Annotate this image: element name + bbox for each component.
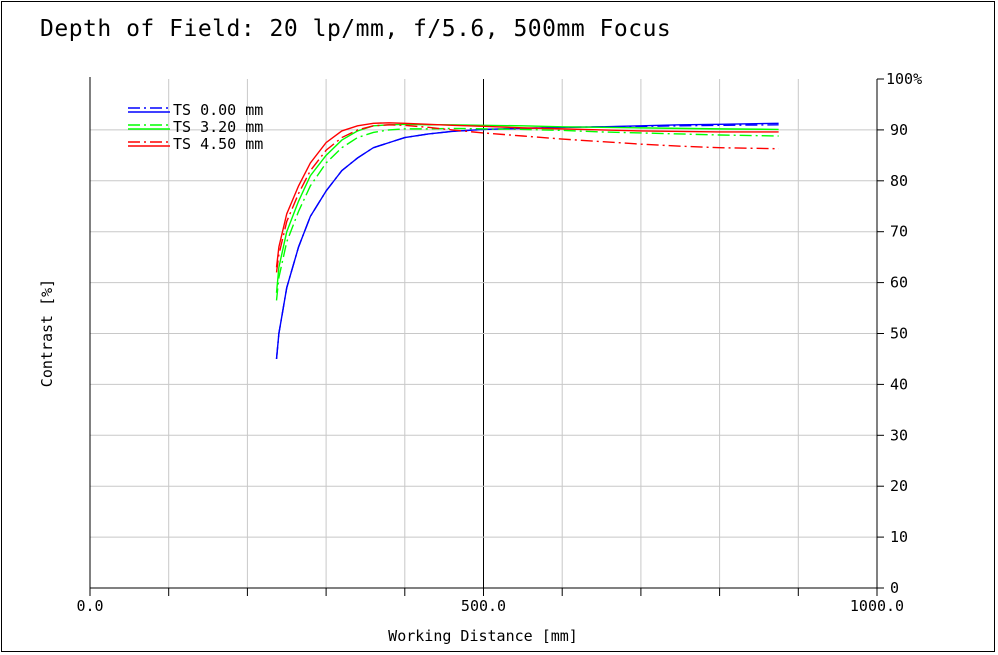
y-tick-label: 70	[890, 223, 908, 241]
x-axis-label: Working Distance [mm]	[388, 627, 578, 645]
series-ts-3-20-mm-tangential	[275, 127, 779, 301]
y-tick-label: 40	[890, 375, 908, 393]
series-ts-0-00-mm-sagittal	[275, 122, 779, 360]
x-tick-label: 0.0	[76, 597, 103, 615]
y-tick-label: 20	[890, 477, 908, 495]
chart-title: Depth of Field: 20 lp/mm, f/5.6, 500mm F…	[40, 16, 672, 42]
y-tick-label: 50	[890, 325, 908, 343]
legend-label: TS 0.00 mm	[173, 101, 263, 119]
series-layer	[275, 122, 779, 360]
y-tick-label: 0	[890, 579, 899, 597]
series-ts-4-50-mm-sagittal	[275, 122, 779, 268]
y-tick-label: 10	[890, 528, 908, 546]
y-tick-label: 30	[890, 426, 908, 444]
y-tick-label: 100%	[886, 70, 922, 88]
y-axis-label: Contrast [%]	[38, 279, 56, 387]
y-tick-label: 80	[890, 172, 908, 190]
legend-label: TS 3.20 mm	[173, 118, 263, 136]
series-ts-0-00-mm-tangential	[275, 124, 779, 360]
grid	[90, 79, 877, 588]
y-tick-label: 90	[890, 121, 908, 139]
x-tick-label: 1000.0	[850, 597, 904, 615]
x-tick-label: 500.0	[461, 597, 506, 615]
series-ts-4-50-mm-tangential	[275, 124, 779, 273]
y-tick-label: 60	[890, 274, 908, 292]
legend-label: TS 4.50 mm	[173, 135, 263, 153]
series-ts-3-20-mm-sagittal	[275, 123, 779, 293]
axes: 0.0 500.0 1000.00 10 20 30 40 50 60 70 80 90 100%	[76, 70, 922, 615]
